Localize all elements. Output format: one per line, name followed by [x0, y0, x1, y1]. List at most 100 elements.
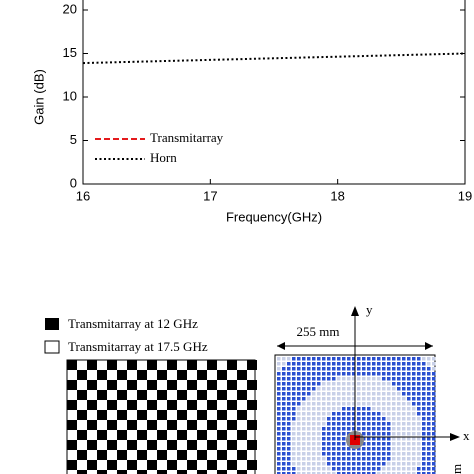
array-cell: [392, 457, 396, 461]
array-cell: [392, 442, 396, 446]
checker-cell: [127, 440, 137, 450]
array-cell: [322, 447, 326, 451]
array-cell: [362, 457, 366, 461]
array-cell: [347, 372, 351, 376]
array-cell: [287, 452, 291, 456]
array-cell: [422, 462, 426, 466]
checker-cell: [87, 440, 97, 450]
array-cell: [297, 407, 301, 411]
array-cell: [337, 447, 341, 451]
array-cell: [367, 382, 371, 386]
checker-cell: [117, 370, 127, 380]
array-cell: [402, 412, 406, 416]
array-cell: [317, 397, 321, 401]
array-cell: [292, 387, 296, 391]
array-cell: [282, 472, 286, 474]
array-cell: [362, 432, 366, 436]
array-cell: [372, 402, 376, 406]
array-cell: [357, 372, 361, 376]
array-cell: [297, 397, 301, 401]
array-cell: [297, 427, 301, 431]
array-cell: [362, 357, 366, 361]
array-cell: [327, 367, 331, 371]
array-cell: [352, 382, 356, 386]
array-cell: [292, 402, 296, 406]
array-cell: [377, 417, 381, 421]
array-cell: [297, 382, 301, 386]
array-cell: [312, 362, 316, 366]
array-cell: [407, 377, 411, 381]
array-cell: [302, 397, 306, 401]
array-cell: [417, 427, 421, 431]
array-cell: [417, 412, 421, 416]
array-cell: [312, 412, 316, 416]
checker-cell: [97, 390, 107, 400]
checker-cell: [157, 390, 167, 400]
array-cell: [307, 397, 311, 401]
array-cell: [337, 417, 341, 421]
array-cell: [307, 442, 311, 446]
array-cell: [387, 382, 391, 386]
array-cell: [392, 417, 396, 421]
array-cell: [342, 387, 346, 391]
array-cell: [417, 452, 421, 456]
array-cell: [392, 412, 396, 416]
array-cell: [322, 417, 326, 421]
array-cell: [297, 372, 301, 376]
array-cell: [402, 432, 406, 436]
array-cell: [387, 412, 391, 416]
arrow-head: [351, 306, 359, 316]
array-cell: [357, 457, 361, 461]
array-cell: [377, 357, 381, 361]
checker-cell: [227, 460, 237, 470]
array-cell: [342, 377, 346, 381]
array-cell: [277, 432, 281, 436]
checker-cell: [217, 390, 227, 400]
array-cell: [302, 442, 306, 446]
array-cell: [312, 377, 316, 381]
checker-cell: [197, 470, 207, 474]
array-cell: [387, 417, 391, 421]
array-cell: [372, 417, 376, 421]
array-cell: [297, 387, 301, 391]
array-cell: [332, 422, 336, 426]
array-cell: [352, 392, 356, 396]
array-cell: [337, 472, 341, 474]
array-cell: [412, 467, 416, 471]
array-cell: [372, 372, 376, 376]
array-cell: [392, 362, 396, 366]
checker-cell: [77, 390, 87, 400]
array-cell: [317, 382, 321, 386]
array-cell: [412, 387, 416, 391]
array-cell: [387, 437, 391, 441]
y-tick-label: 15: [63, 45, 77, 60]
checker-cell: [207, 380, 217, 390]
array-cell: [432, 432, 436, 436]
array-cell: [412, 367, 416, 371]
array-cell: [352, 462, 356, 466]
array-cell: [417, 462, 421, 466]
array-cell: [297, 462, 301, 466]
array-cell: [277, 457, 281, 461]
array-cell: [412, 472, 416, 474]
array-cell: [422, 367, 426, 371]
array-cell: [427, 402, 431, 406]
checker-cell: [237, 450, 247, 460]
array-cell: [387, 422, 391, 426]
array-cell: [372, 422, 376, 426]
y-tick-label: 10: [63, 88, 77, 103]
array-cell: [432, 407, 436, 411]
array-cell: [392, 422, 396, 426]
array-cell: [312, 472, 316, 474]
array-cell: [282, 367, 286, 371]
array-cell: [417, 432, 421, 436]
array-cell: [287, 387, 291, 391]
x-tick-label: 18: [330, 188, 344, 203]
array-cell: [317, 447, 321, 451]
array-cell: [297, 437, 301, 441]
checker-cell: [217, 410, 227, 420]
array-cell: [367, 367, 371, 371]
array-cell: [347, 417, 351, 421]
array-cell: [382, 377, 386, 381]
checker-cell: [247, 400, 257, 410]
